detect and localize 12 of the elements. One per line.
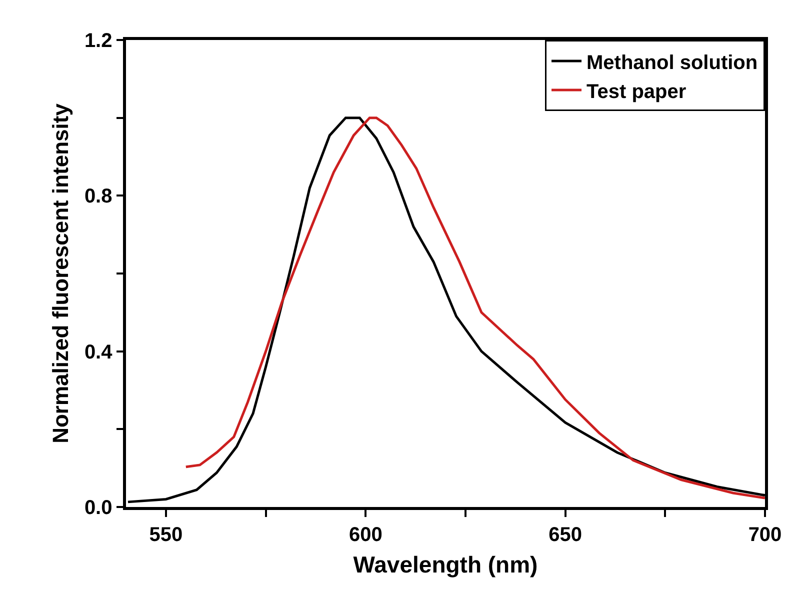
y-tick-label: 0.4 (84, 341, 114, 364)
x-axis-title: Wavelength (nm) (353, 551, 538, 578)
legend-label: Methanol solution (586, 52, 758, 74)
x-tick-label: 600 (348, 524, 382, 546)
y-tick-label: 0.8 (84, 186, 112, 208)
x-tick-label: 550 (149, 524, 183, 546)
y-tick-label: 1.2 (84, 30, 112, 52)
x-tick-label: 700 (748, 524, 782, 546)
x-tick-label: 650 (548, 524, 582, 546)
y-axis-title: Normalized fluorescent intensity (48, 102, 74, 444)
legend-label: Test paper (586, 80, 686, 103)
y-tick-label: 0.0 (84, 497, 112, 519)
